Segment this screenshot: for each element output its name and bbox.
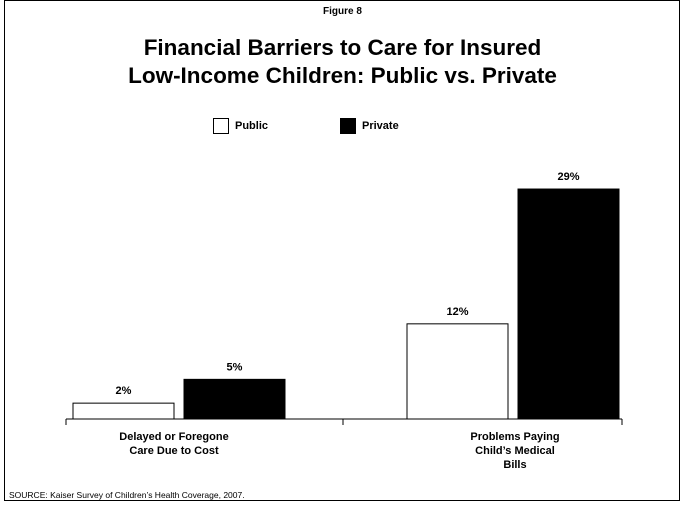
legend-swatch-private [340, 118, 356, 134]
legend: Public Private [0, 118, 685, 138]
data-label-private-1: 29% [557, 171, 579, 183]
category-label-delayed-care: Delayed or Foregone Care Due to Cost [119, 431, 229, 457]
bar-private-1 [517, 188, 620, 420]
legend-item-private: Private [340, 118, 399, 134]
legend-label-private: Private [362, 120, 399, 132]
bars-group: 2% 12% 5% 29% [72, 171, 620, 420]
data-label-public-0: 2% [116, 385, 132, 397]
legend-swatch-public [213, 118, 229, 134]
figure-label: Figure 8 [323, 6, 362, 17]
figure-frame [4, 0, 680, 501]
bar-public-0 [72, 402, 175, 420]
category-label-paying-bills: Problems Paying Child’s Medical Bills [470, 431, 560, 471]
legend-item-public: Public [213, 118, 268, 134]
chart-title: Financial Barriers to Care for Insured L… [128, 35, 557, 88]
bar-public-1 [406, 323, 509, 420]
data-label-public-1: 12% [446, 306, 468, 318]
source-note: SOURCE: Kaiser Survey of Children’s Heal… [9, 490, 245, 500]
data-label-private-0: 5% [227, 361, 243, 373]
bar-private-0 [183, 378, 286, 420]
legend-label-public: Public [235, 120, 269, 132]
